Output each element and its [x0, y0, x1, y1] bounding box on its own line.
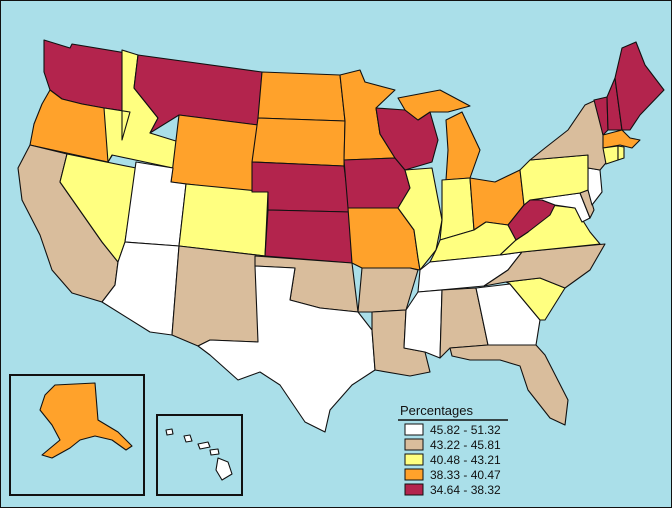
state-illinois	[397, 167, 443, 271]
hawaii-inset-frame	[156, 414, 243, 496]
state-kansas	[264, 209, 353, 264]
state-south-dakota	[251, 117, 346, 167]
state-colorado	[178, 183, 269, 257]
legend-label-1: 45.82 - 51.32	[430, 423, 501, 437]
legend-swatch-3	[404, 453, 424, 466]
state-texas	[197, 265, 376, 433]
legend-label-2: 43.22 - 45.81	[430, 438, 501, 452]
state-rhode-island	[617, 145, 625, 161]
state-maine	[614, 41, 665, 131]
legend-label-3: 40.48 - 43.21	[430, 453, 501, 467]
legend-swatch-5	[404, 483, 424, 496]
state-indiana	[439, 177, 475, 241]
state-hawaii	[165, 428, 233, 481]
state-north-dakota	[257, 71, 346, 122]
legend-swatch-2	[404, 438, 424, 451]
legend-label-4: 38.33 - 40.47	[430, 468, 501, 482]
legend-swatch-4	[404, 468, 424, 481]
legend-label-5: 34.64 - 38.32	[430, 483, 501, 497]
state-iowa	[343, 157, 411, 209]
state-florida	[449, 344, 569, 426]
state-new-mexico	[171, 245, 266, 347]
legend-swatch-1	[404, 423, 424, 436]
state-wyoming	[170, 114, 259, 193]
legend: Percentages 45.82 - 51.32 43.22 - 45.81 …	[398, 403, 508, 497]
state-north-carolina	[483, 243, 606, 289]
legend-title: Percentages	[400, 403, 473, 418]
state-connecticut	[602, 145, 619, 165]
state-georgia	[475, 283, 541, 346]
state-alaska	[39, 382, 133, 459]
